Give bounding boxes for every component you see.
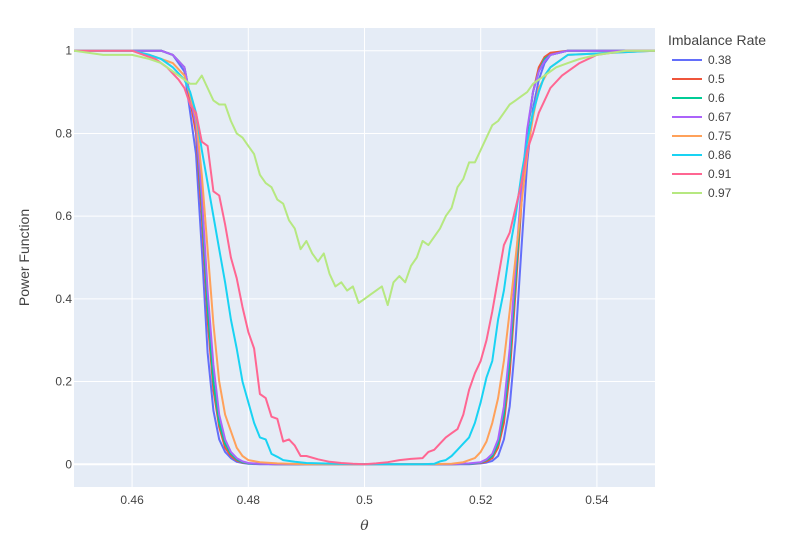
legend-item[interactable]: 0.6 bbox=[672, 91, 725, 105]
legend[interactable]: Imbalance Rate 0.38 0.5 0.6 0.67 0.75 0.86 0.9… bbox=[668, 32, 766, 200]
legend-item[interactable]: 0.86 bbox=[672, 148, 732, 162]
legend-item[interactable]: 0.67 bbox=[672, 110, 732, 124]
legend-item[interactable]: 0.38 bbox=[672, 53, 732, 67]
y-tick-label: 0 bbox=[65, 457, 72, 471]
legend-title: Imbalance Rate bbox=[668, 32, 766, 48]
legend-label: 0.38 bbox=[708, 53, 732, 67]
y-tick-labels: 0 0.2 0.4 0.6 0.8 1 bbox=[55, 44, 72, 472]
y-axis-title: Power Function bbox=[16, 209, 32, 306]
legend-items: 0.38 0.5 0.6 0.67 0.75 0.86 0.91 0.97 bbox=[672, 53, 732, 200]
x-tick-label: 0.48 bbox=[237, 493, 261, 507]
series-line-0-97 bbox=[74, 49, 655, 307]
legend-item[interactable]: 0.75 bbox=[672, 129, 732, 143]
legend-label: 0.5 bbox=[708, 72, 725, 86]
legend-label: 0.6 bbox=[708, 91, 725, 105]
series-line-0-91 bbox=[74, 49, 655, 466]
x-axis-title: θ bbox=[360, 518, 369, 534]
legend-item[interactable]: 0.5 bbox=[672, 72, 725, 86]
legend-label: 0.75 bbox=[708, 129, 732, 143]
x-tick-label: 0.5 bbox=[356, 493, 373, 507]
legend-item[interactable]: 0.97 bbox=[672, 186, 732, 200]
y-tick-label: 0.2 bbox=[55, 375, 72, 389]
x-tick-labels: 0.46 0.48 0.5 0.52 0.54 bbox=[120, 493, 608, 507]
x-tick-label: 0.46 bbox=[120, 493, 144, 507]
series-lines bbox=[74, 49, 655, 466]
x-gridlines bbox=[131, 28, 598, 487]
y-tick-label: 0.8 bbox=[55, 126, 72, 140]
legend-label: 0.67 bbox=[708, 110, 732, 124]
legend-label: 0.86 bbox=[708, 148, 732, 162]
y-tick-label: 0.4 bbox=[55, 292, 72, 306]
legend-label: 0.91 bbox=[708, 167, 732, 181]
y-tick-label: 0.6 bbox=[55, 209, 72, 223]
legend-label: 0.97 bbox=[708, 186, 732, 200]
legend-item[interactable]: 0.91 bbox=[672, 167, 732, 181]
x-tick-label: 0.52 bbox=[469, 493, 493, 507]
y-tick-label: 1 bbox=[65, 44, 72, 58]
x-tick-label: 0.54 bbox=[585, 493, 609, 507]
